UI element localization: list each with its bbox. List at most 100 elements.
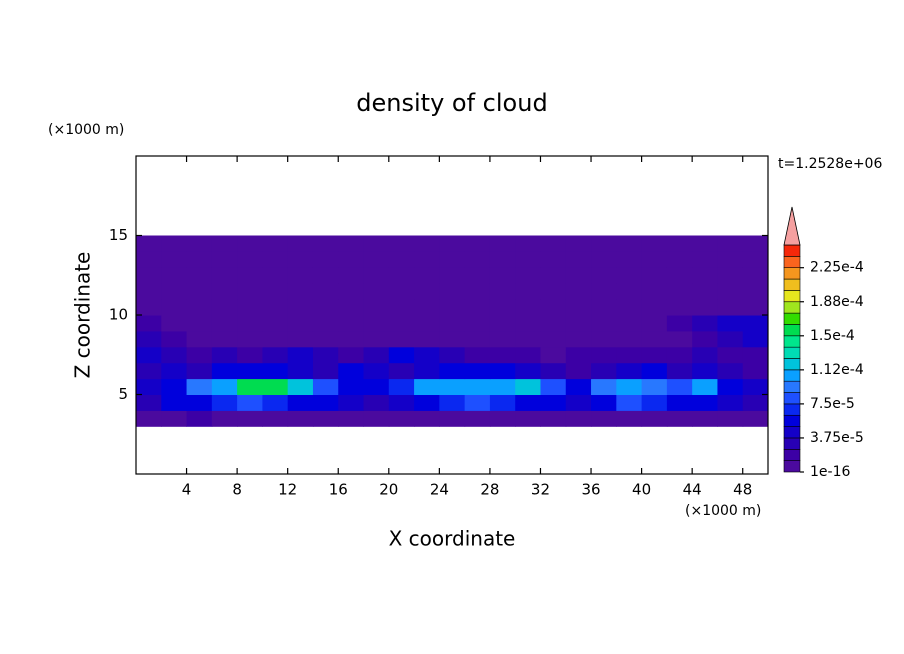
contour-cell — [717, 235, 744, 252]
contour-cell — [616, 410, 643, 427]
contour-cell — [666, 394, 693, 411]
contour-cell — [186, 299, 213, 316]
contour-cell — [692, 378, 718, 395]
contour-cell — [312, 394, 339, 411]
contour-cell — [641, 362, 668, 380]
contour-cell — [136, 251, 162, 268]
contour-cell — [489, 394, 516, 411]
contour-cell — [464, 346, 491, 364]
colorbar-label: 7.5e-5 — [810, 396, 855, 412]
contour-cell — [742, 315, 769, 332]
contour-cell — [414, 267, 440, 284]
contour-cell — [414, 346, 440, 364]
contour-cell — [692, 410, 718, 427]
contour-cell — [363, 378, 390, 395]
contour-cell — [565, 330, 592, 348]
contour-cell — [211, 410, 238, 427]
contour-cell — [666, 362, 693, 380]
contour-cell — [439, 378, 466, 395]
contour-cell — [262, 299, 289, 316]
contour-cell — [489, 362, 516, 380]
contour-cell — [287, 251, 314, 268]
contour-cell — [439, 315, 466, 332]
contour-cell — [616, 346, 643, 364]
contour-cell — [211, 378, 238, 395]
contour-cell — [262, 346, 289, 364]
contour-cell — [338, 251, 365, 268]
contour-cell — [591, 378, 617, 395]
contour-cell — [666, 283, 693, 300]
contour-cell — [515, 267, 541, 284]
colorbar-label: 2.25e-4 — [810, 260, 864, 276]
contour-cell — [742, 362, 769, 380]
colorbar-label: 1.12e-4 — [810, 362, 864, 378]
contour-cell — [616, 378, 643, 395]
contour-cell — [515, 394, 541, 411]
contour-cell — [237, 299, 263, 316]
contour-cell — [540, 330, 567, 348]
contour-cell — [363, 410, 390, 427]
contour-cell — [464, 330, 491, 348]
chart-title: density of cloud — [356, 89, 547, 117]
contour-cell — [464, 315, 491, 332]
contour-cell — [136, 362, 162, 380]
contour-cell — [211, 299, 238, 316]
contour-cell — [540, 346, 567, 364]
colorbar-band — [783, 392, 801, 405]
contour-cell — [692, 283, 718, 300]
contour-cell — [312, 315, 339, 332]
contour-cell — [439, 283, 466, 300]
contour-cell — [666, 299, 693, 316]
contour-cell — [388, 267, 415, 284]
colorbar-band — [783, 426, 801, 439]
contour-cell — [363, 283, 390, 300]
contour-cell — [237, 346, 263, 364]
contour-cell — [439, 299, 466, 316]
contour-cell — [414, 235, 440, 252]
contour-cell — [565, 283, 592, 300]
contour-cell — [312, 299, 339, 316]
contour-cell — [489, 235, 516, 252]
time-label: t=1.2528e+06 — [778, 156, 882, 172]
contour-cell — [439, 330, 466, 348]
contour-cell — [287, 235, 314, 252]
y-tick-label: 10 — [109, 306, 128, 324]
contour-cell — [161, 346, 188, 364]
contour-cell — [262, 394, 289, 411]
y-tick-label: 5 — [118, 385, 128, 403]
colorbar-label: 1.5e-4 — [810, 328, 855, 344]
contour-cell — [312, 362, 339, 380]
contour-cell — [489, 378, 516, 395]
x-tick-label: 28 — [480, 481, 499, 499]
contour-cell — [565, 394, 592, 411]
x-tick-label: 16 — [329, 481, 348, 499]
contour-cell — [666, 267, 693, 284]
contour-cell — [565, 362, 592, 380]
x-tick-label: 12 — [278, 481, 297, 499]
colorbar-over — [783, 206, 801, 246]
contour-cell — [515, 283, 541, 300]
contour-cell — [186, 346, 213, 364]
contour-cell — [692, 235, 718, 252]
contour-cell — [489, 410, 516, 427]
colorbar-label: 1e-16 — [810, 464, 850, 480]
contour-cell — [692, 346, 718, 364]
contour-cell — [591, 235, 617, 252]
colorbar-band — [783, 414, 801, 427]
contour-cell — [363, 235, 390, 252]
contour-cell — [591, 394, 617, 411]
contour-cell — [464, 235, 491, 252]
contour-cell — [540, 299, 567, 316]
y-axis-label: Z coordinate — [71, 252, 95, 379]
contour-cell — [338, 299, 365, 316]
contour-cell — [464, 283, 491, 300]
contour-cell — [312, 346, 339, 364]
contour-cell — [414, 410, 440, 427]
contour-cell — [464, 394, 491, 411]
contour-cell — [591, 251, 617, 268]
contour-cell — [666, 315, 693, 332]
contour-cell — [565, 235, 592, 252]
contour-cell — [565, 410, 592, 427]
contour-cell — [515, 378, 541, 395]
contour-cell — [136, 299, 162, 316]
